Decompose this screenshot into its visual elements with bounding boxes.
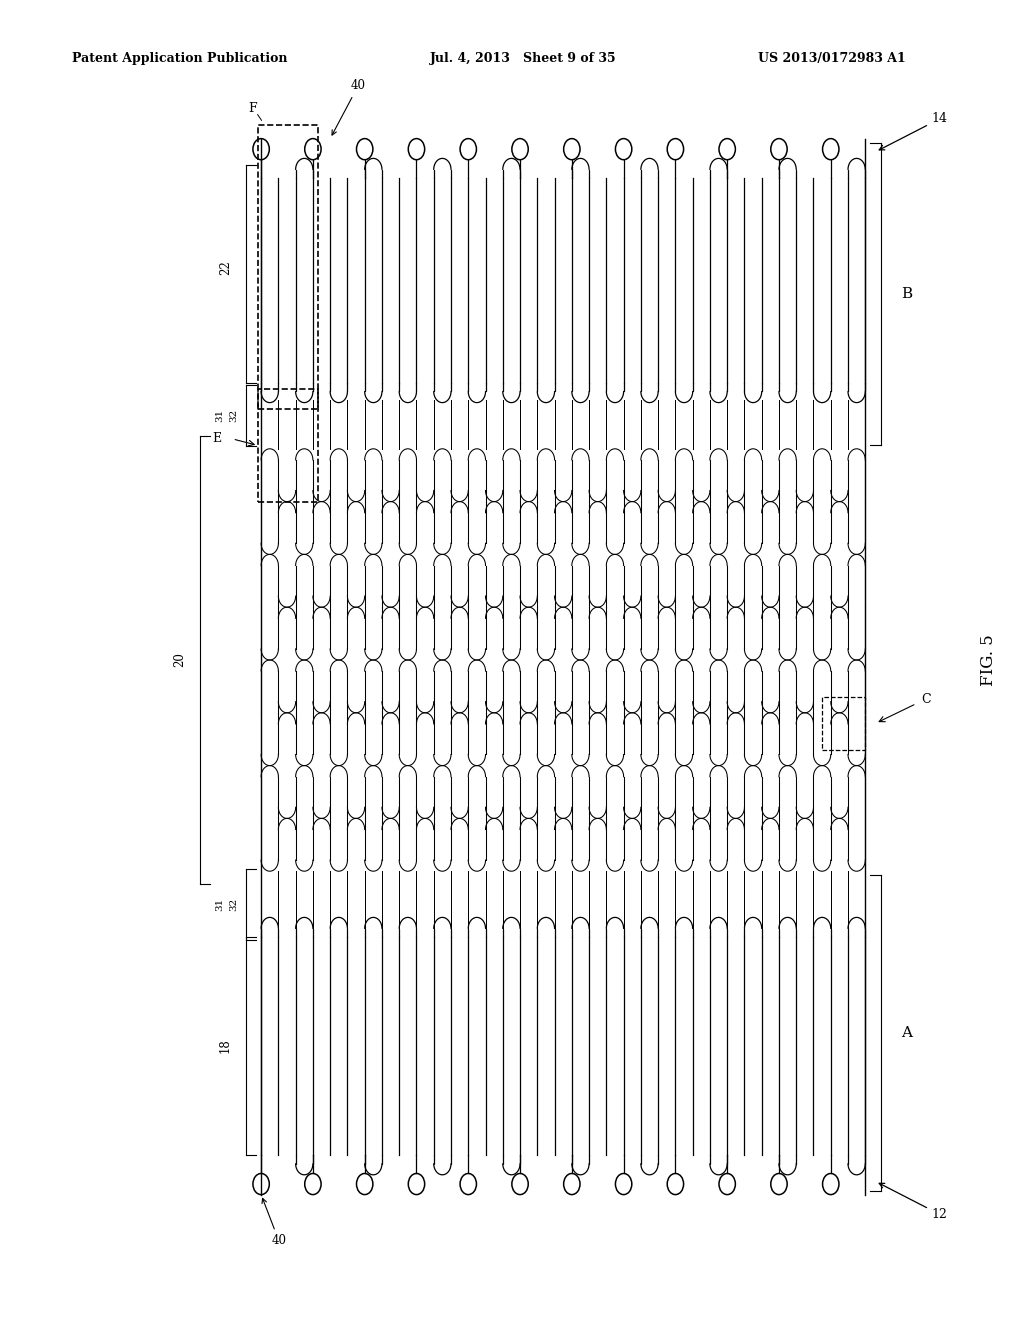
Text: 32: 32 <box>229 409 238 422</box>
Text: US 2013/0172983 A1: US 2013/0172983 A1 <box>758 51 905 65</box>
Bar <box>822 697 865 750</box>
Text: 18: 18 <box>219 1039 231 1053</box>
Bar <box>258 389 318 502</box>
Text: FIG. 5: FIG. 5 <box>980 634 996 686</box>
Text: F: F <box>249 102 257 115</box>
Text: E: E <box>213 433 221 445</box>
Text: Jul. 4, 2013   Sheet 9 of 35: Jul. 4, 2013 Sheet 9 of 35 <box>430 51 616 65</box>
Text: 31: 31 <box>216 409 224 422</box>
Text: C: C <box>922 693 931 706</box>
Text: 40: 40 <box>332 79 366 135</box>
Text: Patent Application Publication: Patent Application Publication <box>72 51 287 65</box>
Text: 32: 32 <box>229 898 238 911</box>
Bar <box>258 125 318 409</box>
Text: 14: 14 <box>880 112 948 150</box>
Text: 31: 31 <box>216 898 224 911</box>
Text: B: B <box>901 286 911 301</box>
Text: 20: 20 <box>173 652 185 668</box>
Text: 22: 22 <box>219 260 231 275</box>
Text: 12: 12 <box>880 1183 948 1221</box>
Text: 40: 40 <box>262 1199 287 1247</box>
Text: A: A <box>901 1026 911 1040</box>
